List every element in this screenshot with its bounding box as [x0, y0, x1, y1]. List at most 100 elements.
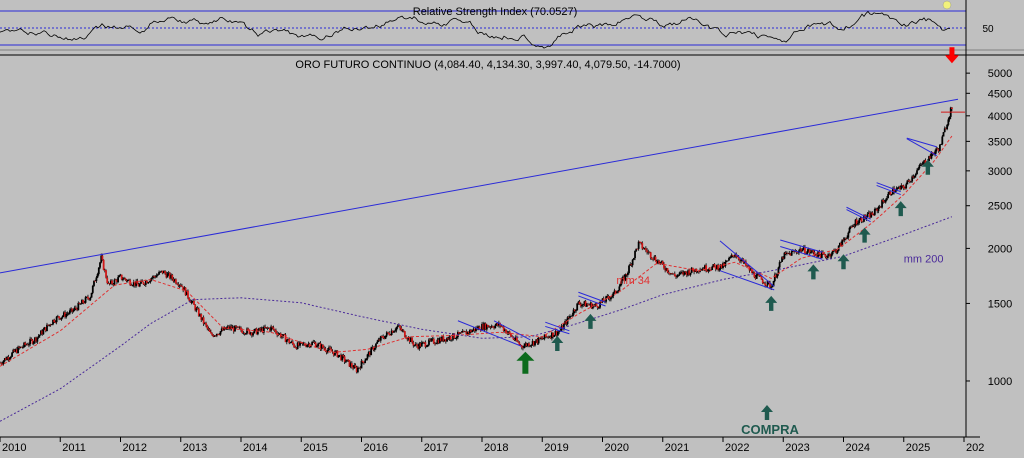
price-candle — [334, 351, 336, 356]
price-candle — [657, 260, 659, 264]
price-candle — [934, 151, 936, 155]
price-candle — [808, 249, 811, 253]
rsi-level-label: 50 — [982, 24, 994, 35]
x-tick-label: 2016 — [364, 442, 388, 453]
price-candle — [335, 350, 338, 352]
price-candle — [665, 268, 668, 271]
price-candle — [317, 343, 320, 347]
price-candle — [477, 326, 480, 330]
price-candle — [483, 323, 486, 330]
price-candle — [919, 164, 922, 166]
price-candle — [852, 225, 855, 227]
price-candle — [619, 283, 622, 287]
x-tick-label: 2012 — [123, 442, 147, 453]
price-candle — [496, 323, 499, 326]
price-candle — [716, 264, 718, 270]
price-candle — [134, 281, 136, 286]
price-candle — [11, 352, 13, 357]
price-candle — [618, 286, 621, 291]
price-candle — [30, 338, 33, 340]
price-candle — [712, 264, 715, 267]
price-candle — [648, 251, 651, 253]
price-candle — [647, 251, 650, 253]
price-candle — [688, 270, 691, 275]
price-candle — [667, 272, 670, 274]
price-series — [0, 106, 953, 374]
price-candle — [48, 324, 51, 326]
price-candle — [567, 317, 570, 319]
price-candle — [149, 279, 152, 282]
x-tick-label: 2018 — [484, 442, 508, 453]
price-candle — [917, 168, 920, 171]
pattern-lower-line — [846, 209, 871, 223]
y-axis-ticks: 1000 1500 2000 2500 3000 3500 4000 4500 5000 — [966, 68, 1012, 388]
price-candle — [12, 349, 15, 353]
price-candle — [804, 246, 806, 254]
y-tick-label: 2000 — [988, 243, 1012, 255]
price-candle — [249, 332, 252, 335]
price-candle — [849, 226, 852, 228]
price-candle — [338, 354, 341, 356]
price-candle — [463, 330, 465, 332]
price-candle — [452, 333, 454, 340]
price-candle — [503, 329, 506, 331]
price-candle — [295, 347, 298, 350]
price-candle — [554, 331, 557, 336]
price-candle — [865, 217, 868, 219]
price-candle — [136, 280, 139, 285]
price-candle — [848, 227, 851, 233]
price-candle — [68, 310, 71, 314]
price-candle — [531, 341, 534, 345]
price-candle — [883, 201, 886, 203]
price-candle — [555, 331, 558, 336]
price-candle — [296, 342, 299, 350]
price-candle — [635, 248, 638, 251]
price-candle — [466, 331, 469, 335]
price-candle — [613, 290, 616, 293]
price-candle — [534, 341, 536, 346]
price-candle — [740, 259, 742, 262]
price-candle — [281, 336, 283, 338]
price-candle — [894, 191, 897, 193]
price-candle — [220, 328, 223, 332]
price-candle — [132, 281, 135, 286]
price-candle — [687, 270, 689, 276]
price-candle — [628, 265, 630, 273]
price-candle — [447, 337, 450, 340]
price-candle — [847, 232, 850, 238]
price-candle — [426, 344, 429, 347]
price-candle — [634, 250, 636, 259]
price-candle — [491, 326, 494, 328]
y-tick-label: 2500 — [988, 201, 1012, 213]
price-candle — [360, 360, 363, 369]
price-candle — [651, 257, 653, 259]
price-candle — [766, 280, 769, 286]
price-candle — [442, 336, 445, 342]
price-candle — [6, 356, 9, 361]
price-candle — [471, 330, 474, 333]
price-candle — [718, 268, 721, 271]
price-candle — [203, 322, 206, 324]
price-candle — [778, 262, 781, 268]
price-candle — [485, 325, 488, 330]
price-candle — [95, 277, 98, 282]
price-candle — [561, 326, 564, 330]
price-candle — [384, 335, 387, 339]
price-candle — [416, 344, 418, 346]
price-candle — [56, 316, 59, 318]
price-candle — [432, 338, 435, 344]
price-candle — [877, 206, 880, 212]
price-candle — [773, 274, 776, 282]
price-candle — [246, 328, 248, 334]
price-candle — [17, 346, 19, 354]
price-candle — [31, 339, 34, 344]
price-candle — [419, 343, 422, 347]
arrow-layer — [516, 47, 959, 420]
price-candle — [941, 136, 944, 145]
price-candle — [464, 331, 467, 333]
price-candle — [96, 273, 99, 278]
price-candle — [101, 255, 104, 260]
price-candle — [582, 304, 585, 306]
price-candle — [106, 277, 109, 283]
price-candle — [58, 316, 60, 319]
